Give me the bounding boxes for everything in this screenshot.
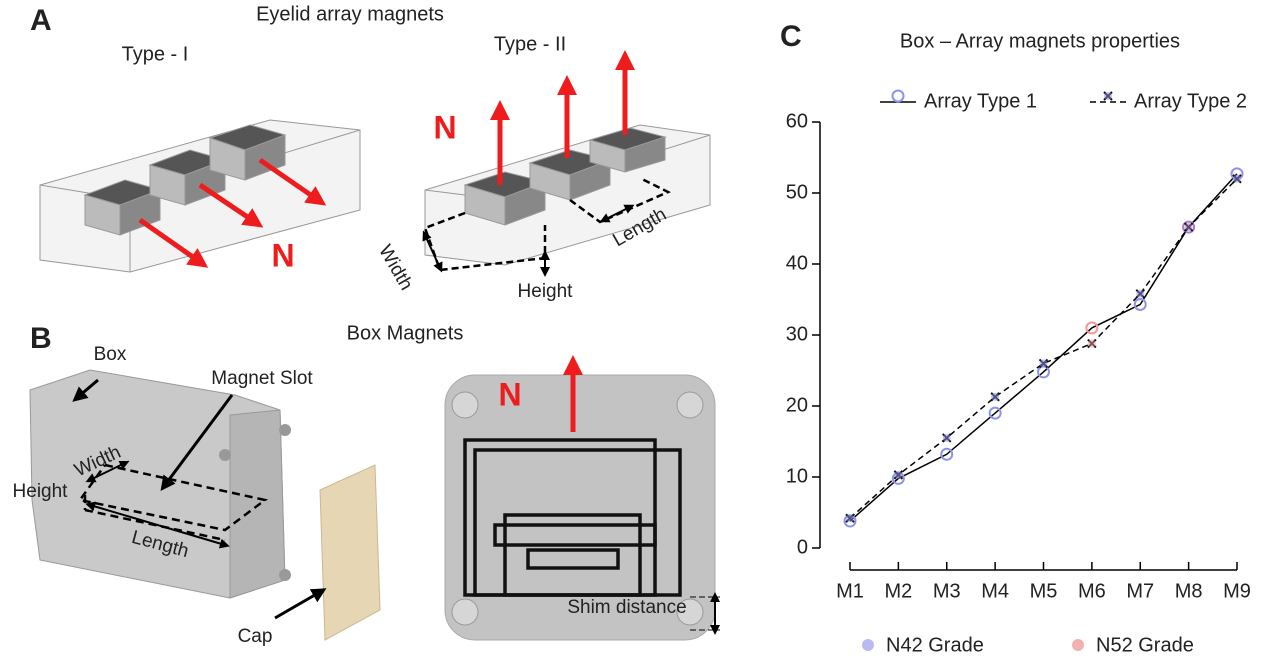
data-point-halo — [1233, 174, 1241, 183]
panel-letter: B — [30, 322, 52, 355]
grade-label: N42 Grade — [886, 634, 984, 656]
north-label: N — [433, 109, 456, 145]
type-label: Type - II — [494, 33, 566, 55]
data-point-halo — [1087, 339, 1096, 348]
panel-b: B Box Magnets Box Magnet Slot Width Heig… — [13, 322, 720, 647]
panel-title: Box Magnets — [347, 322, 464, 344]
height-label: Height — [13, 481, 69, 502]
legend-marker — [891, 89, 905, 103]
north-label: N — [498, 376, 521, 412]
x-tick-label: M5 — [1030, 580, 1058, 602]
data-point — [1133, 297, 1147, 311]
y-tick-label: 10 — [786, 465, 808, 487]
width-label: Width — [374, 241, 416, 294]
box-label: Box — [94, 344, 127, 365]
panel-a: A Eyelid array magnets Type - I Type - I… — [30, 3, 711, 302]
series-line — [849, 173, 1238, 522]
y-tick-label: 50 — [786, 181, 808, 203]
data-point-halo — [846, 514, 854, 523]
shim-label: Shim distance — [567, 597, 686, 618]
x-tick-label: M2 — [884, 580, 912, 602]
box-front-view — [444, 355, 720, 641]
y-tick-label: 40 — [786, 252, 808, 274]
data-point-halo — [942, 433, 951, 442]
data-point-halo — [1184, 223, 1193, 232]
cap-label: Cap — [238, 626, 273, 647]
data-point-halo — [894, 470, 903, 479]
legend-marker-halo — [1104, 92, 1112, 100]
type-label: Type - I — [122, 43, 189, 65]
chart-title: Box – Array magnets properties — [900, 30, 1180, 52]
x-tick-label: M9 — [1223, 580, 1251, 602]
y-tick-label: 60 — [786, 110, 808, 132]
y-tick-label: 20 — [786, 394, 808, 416]
data-point — [1182, 220, 1196, 234]
chart: C Box – Array magnets properties 0 10 20 30… — [780, 20, 1251, 656]
x-tick-label: M1 — [836, 580, 864, 602]
grade-swatch — [862, 639, 874, 651]
legend-label: Array Type 1 — [924, 90, 1037, 112]
grade-swatch — [1072, 639, 1084, 651]
panel-title: Eyelid array magnets — [256, 3, 444, 25]
data-point-halo — [1136, 289, 1145, 298]
y-tick-label: 0 — [797, 536, 808, 558]
x-tick-label: M6 — [1078, 580, 1106, 602]
slot-label: Magnet Slot — [211, 368, 313, 389]
panel-letter: A — [30, 4, 52, 37]
x-tick-label: M3 — [933, 580, 961, 602]
grade-label: N52 Grade — [1096, 634, 1194, 656]
x-tick-label: M8 — [1175, 580, 1203, 602]
data-point — [1085, 321, 1099, 335]
x-tick-label: M7 — [1126, 580, 1154, 602]
array-type1 — [39, 119, 361, 273]
panel-letter: C — [780, 20, 802, 53]
data-point — [988, 406, 1002, 420]
legend-label: Array Type 2 — [1134, 90, 1247, 112]
box-illustration — [29, 369, 381, 641]
north-label: N — [271, 237, 294, 273]
array-type2 — [422, 50, 711, 277]
height-label: Height — [518, 281, 574, 302]
x-tick-label: M4 — [981, 580, 1009, 602]
series-line — [849, 178, 1238, 519]
data-point — [940, 447, 954, 461]
y-tick-label: 30 — [786, 323, 808, 345]
data-point-halo — [1039, 359, 1048, 368]
data-point-halo — [991, 392, 1000, 401]
